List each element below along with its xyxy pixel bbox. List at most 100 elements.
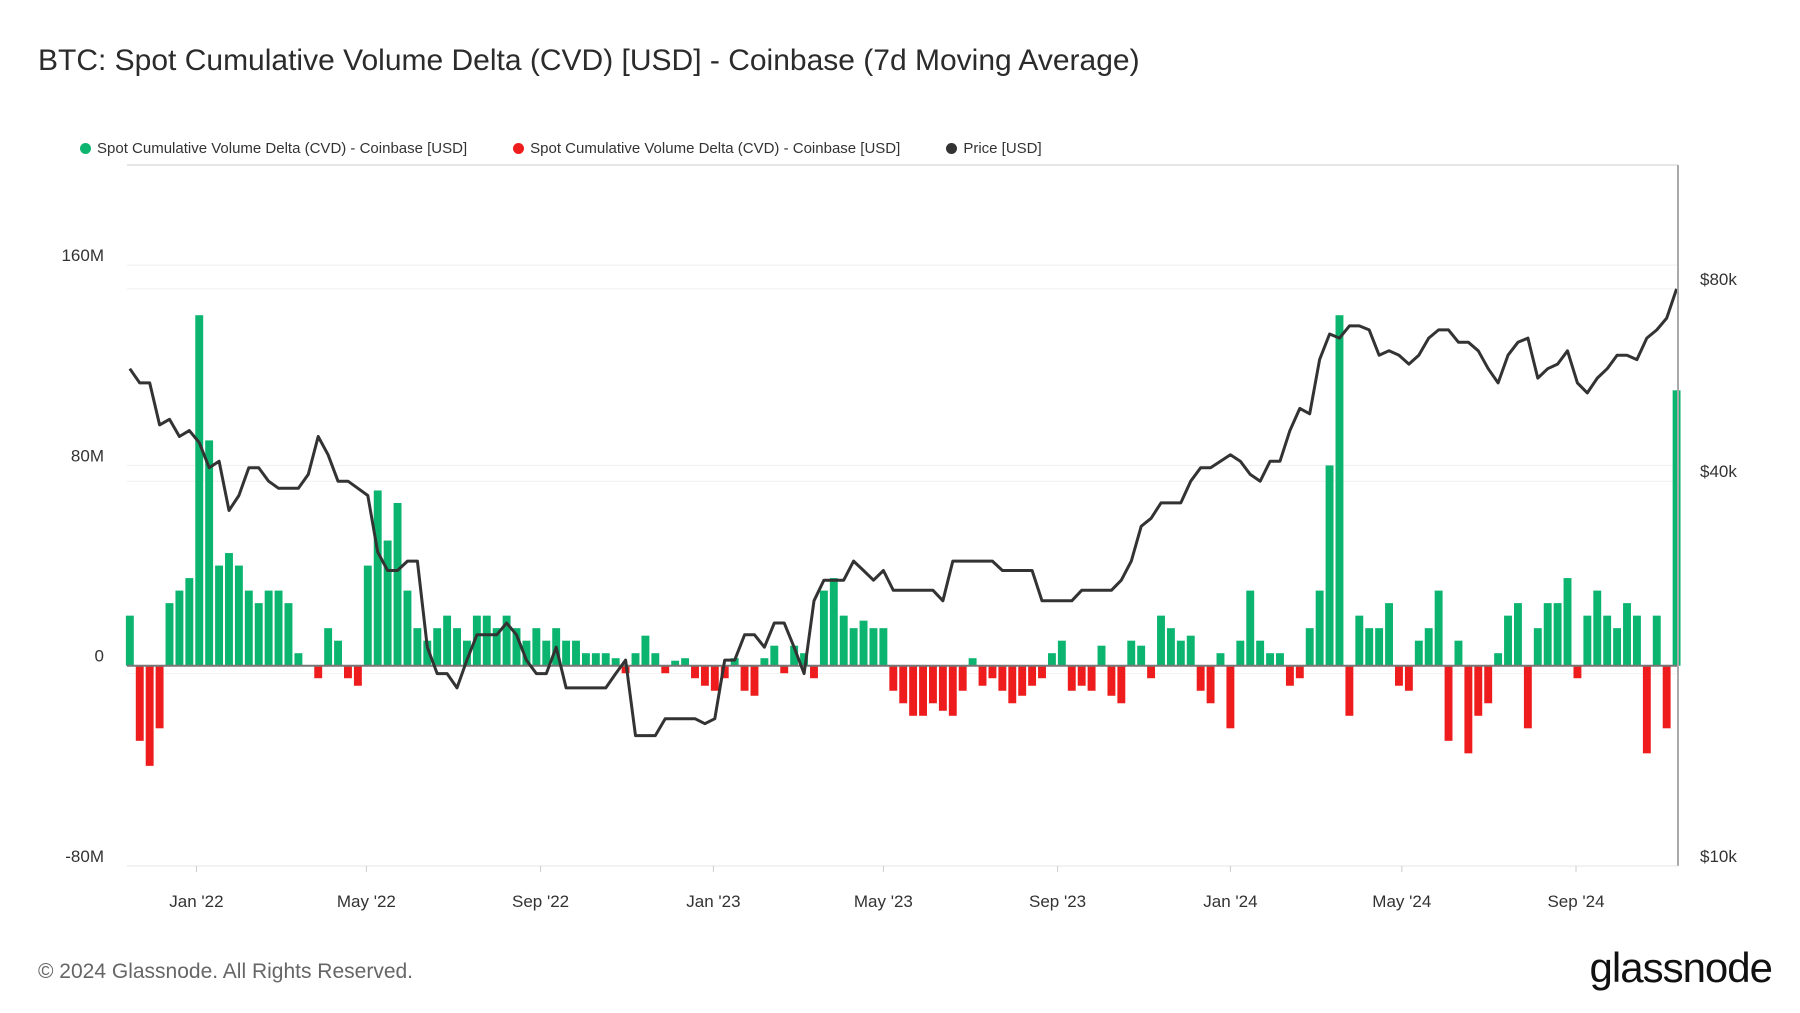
cvd-bar-positive: [1632, 615, 1641, 666]
cvd-bar-negative: [1474, 665, 1483, 716]
cvd-bar-negative: [344, 665, 352, 679]
x-axis-tick-label: Sep '24: [1547, 892, 1604, 911]
cvd-bar-positive: [482, 615, 491, 666]
legend-label: Price [USD]: [963, 140, 1042, 157]
cvd-bar-positive: [1543, 603, 1552, 666]
cvd-bar-negative: [978, 665, 987, 686]
cvd-bar-positive: [492, 628, 501, 666]
cvd-bar-positive: [671, 660, 680, 666]
cvd-bar-negative: [1038, 665, 1046, 679]
cvd-bar-positive: [254, 603, 263, 666]
left-axis-tick-label: 80M: [71, 446, 104, 465]
cvd-bar-negative: [1523, 665, 1532, 729]
cvd-bar-positive: [234, 565, 243, 666]
cvd-bar-positive: [1513, 603, 1522, 666]
legend-label: Spot Cumulative Volume Delta (CVD) - Coi…: [97, 140, 468, 157]
cvd-bar-positive: [165, 603, 174, 666]
left-axis-tick-label: -80M: [65, 847, 104, 866]
cvd-bar-positive: [1583, 615, 1592, 666]
cvd-bar-negative: [998, 665, 1007, 691]
cvd-bar-positive: [393, 502, 402, 666]
cvd-bar-positive: [423, 640, 432, 666]
cvd-bar-negative: [1345, 665, 1354, 716]
glassnode-logo: glassnode: [1589, 944, 1773, 991]
x-axis-tick-label: Jan '23: [686, 892, 740, 911]
x-axis-tick-label: Sep '23: [1029, 892, 1086, 911]
cvd-bar-negative: [1484, 665, 1493, 704]
cvd-bar-negative: [1285, 665, 1294, 686]
cvd-bar-positive: [443, 615, 452, 666]
cvd-bar-positive: [512, 628, 521, 666]
cvd-bar-negative: [1395, 665, 1403, 686]
cvd-bar-positive: [125, 615, 134, 666]
x-axis-tick-label: Jan '22: [169, 892, 223, 911]
cvd-bar-negative: [938, 665, 947, 711]
cvd-bar-positive: [1057, 640, 1066, 666]
cvd-bar-positive: [502, 615, 511, 666]
cvd-bar-negative: [958, 665, 967, 691]
cvd-bar-negative: [155, 665, 164, 729]
cvd-bar-positive: [413, 628, 422, 666]
cvd-bar-negative: [691, 665, 699, 679]
cvd-bar-positive: [1613, 628, 1622, 666]
cvd-bar-negative: [145, 665, 154, 766]
cvd-bar-positive: [849, 628, 858, 666]
legend-item-price[interactable]: Price [USD]: [946, 140, 1042, 157]
cvd-bar-negative: [1642, 665, 1651, 754]
cvd-bar-positive: [631, 653, 640, 666]
cvd-bar-positive: [1563, 578, 1572, 666]
cvd-bar-positive: [264, 590, 273, 666]
cvd-bar-positive: [195, 315, 204, 666]
left-axis-tick-label: 0: [95, 647, 104, 666]
cvd-bar-negative: [889, 665, 898, 691]
cvd-bar-positive: [324, 628, 333, 666]
cvd-bar-positive: [651, 653, 660, 666]
cvd-bar-negative: [1206, 665, 1215, 704]
cvd-bar-negative: [661, 665, 670, 674]
cvd-bar-positive: [542, 640, 551, 666]
right-axis-tick-label: $40k: [1700, 462, 1737, 481]
x-axis-tick-label: Jan '24: [1203, 892, 1257, 911]
cvd-bar-negative: [1147, 665, 1156, 679]
cvd-bar-positive: [1186, 635, 1195, 666]
cvd-bar-positive: [1157, 615, 1165, 666]
cvd-bar-positive: [1137, 645, 1146, 666]
cvd-bar-negative: [919, 665, 927, 716]
cvd-bar-positive: [1335, 315, 1344, 666]
copyright-footer: © 2024 Glassnode. All Rights Reserved.: [38, 960, 414, 983]
cvd-bar-positive: [462, 640, 471, 666]
cvd-bar-positive: [1355, 615, 1364, 666]
legend-item-cvd-negative[interactable]: Spot Cumulative Volume Delta (CVD) - Coi…: [513, 140, 900, 157]
cvd-bar-negative: [1444, 665, 1453, 741]
cvd-bar-positive: [522, 640, 531, 666]
cvd-bar-positive: [1097, 645, 1106, 666]
cvd-bar-negative: [899, 665, 908, 704]
cvd-bar-negative: [1404, 665, 1413, 691]
cvd-bar-negative: [353, 665, 362, 686]
cvd-bar-positive: [1434, 590, 1443, 666]
cvd-bar-positive: [175, 590, 184, 666]
cvd-bar-positive: [215, 565, 224, 666]
cvd-bar-negative: [929, 665, 937, 704]
cvd-bar-positive: [1603, 615, 1612, 666]
cvd-bar-positive: [225, 553, 233, 666]
cvd-bar-positive: [284, 603, 293, 666]
legend-item-cvd-positive[interactable]: Spot Cumulative Volume Delta (CVD) - Coi…: [80, 140, 467, 157]
cvd-bar-negative: [710, 665, 719, 691]
cvd-bar-positive: [819, 590, 828, 666]
cvd-bar-positive: [968, 658, 977, 666]
cvd-bar-positive: [790, 645, 799, 666]
chart-title: BTC: Spot Cumulative Volume Delta (CVD) …: [38, 44, 1140, 77]
cvd-bar-negative: [1117, 665, 1126, 704]
cvd-bar-positive: [1375, 628, 1384, 666]
cvd-bar-positive: [1176, 640, 1185, 666]
cvd-bar-positive: [1553, 603, 1562, 666]
right-axis-tick-label: $10k: [1700, 847, 1737, 866]
cvd-bar-positive: [581, 653, 590, 666]
cvd-bar-negative: [1464, 665, 1473, 754]
legend-dot-black-icon: [946, 143, 958, 154]
cvd-bar-positive: [1256, 640, 1265, 666]
cvd-bar-negative: [1295, 665, 1304, 679]
cvd-bar-positive: [403, 590, 412, 666]
